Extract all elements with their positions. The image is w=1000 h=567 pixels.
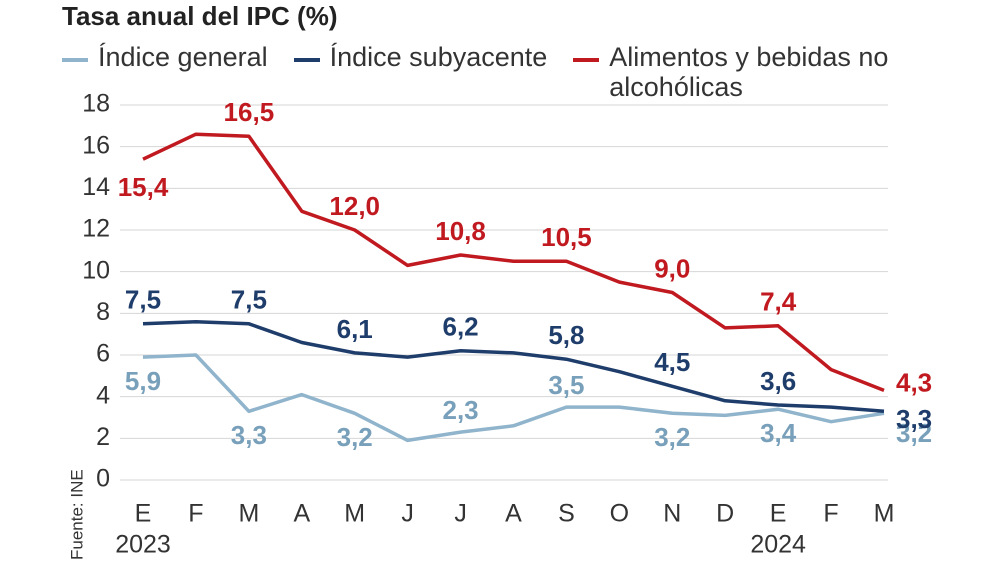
series-line	[142, 353, 885, 443]
x-tick-label: E	[770, 500, 787, 528]
x-tick-label: F	[188, 500, 203, 528]
x-tick-label: E	[135, 500, 152, 528]
value-label: 5,8	[548, 320, 584, 350]
value-label: 10,5	[541, 222, 592, 252]
value-label: 5,9	[125, 366, 161, 396]
y-tick-label: 16	[82, 131, 110, 159]
x-tick-label: M	[344, 500, 365, 528]
x-tick-label: N	[663, 500, 681, 528]
year-label: 2023	[115, 531, 171, 559]
value-label: 3,2	[896, 418, 932, 448]
legend: Índice general Índice subyacente Alimentos…	[62, 42, 935, 102]
legend-label: Índice general	[98, 42, 268, 72]
value-label: 16,5	[224, 97, 275, 127]
value-label: 7,5	[125, 285, 161, 315]
x-tick-label: A	[505, 500, 522, 528]
legend-swatch	[573, 58, 600, 62]
value-label: 3,3	[896, 404, 932, 434]
x-tick-label: S	[558, 500, 575, 528]
y-tick-label: 6	[96, 340, 110, 368]
legend-swatch	[62, 58, 88, 62]
value-label: 3,6	[760, 366, 796, 396]
y-tick-label: 18	[82, 90, 110, 118]
x-tick-label: O	[610, 500, 629, 528]
legend-item: Índice general	[62, 42, 268, 102]
value-label: 3,5	[548, 370, 584, 400]
value-label: 9,0	[654, 253, 690, 283]
value-label: 3,3	[231, 420, 267, 450]
value-label: 4,5	[654, 347, 690, 377]
legend-swatch	[293, 58, 320, 62]
series-line	[142, 132, 885, 393]
value-label: 3,2	[654, 422, 690, 452]
legend-label: Índice subyacente	[329, 42, 548, 72]
x-tick-label: F	[823, 500, 838, 528]
series-line	[142, 319, 885, 414]
x-tick-label: D	[716, 500, 734, 528]
value-label: 15,4	[118, 172, 169, 202]
chart-title: Tasa anual del IPC (%)	[62, 1, 337, 31]
legend-item: Índice subyacente	[293, 42, 548, 102]
y-tick-label: 8	[96, 298, 110, 326]
x-tick-label: M	[238, 500, 259, 528]
y-tick-label: 12	[82, 215, 110, 243]
y-tick-label: 4	[96, 381, 110, 409]
x-tick-label: J	[401, 500, 414, 528]
value-label: 10,8	[435, 216, 486, 246]
value-label: 7,4	[760, 287, 797, 317]
y-tick-label: 2	[96, 423, 110, 451]
year-label: 2024	[750, 531, 806, 559]
x-tick-label: A	[293, 500, 310, 528]
y-tick-label: 14	[82, 173, 110, 201]
y-tick-label: 10	[82, 256, 110, 284]
x-tick-label: M	[874, 500, 895, 528]
value-label: 4,3	[896, 367, 932, 397]
y-tick-label: 0	[96, 465, 110, 493]
source: Fuente: INE	[67, 469, 86, 560]
legend-item: Alimentos y bebidas no alcohólicas	[573, 42, 909, 102]
x-tick-label: J	[454, 500, 467, 528]
value-label: 3,4	[760, 418, 797, 448]
value-label: 2,3	[442, 395, 478, 425]
value-label: 12,0	[329, 191, 380, 221]
value-label: 3,2	[337, 422, 373, 452]
value-label: 6,2	[442, 312, 478, 342]
value-label: 7,5	[231, 285, 267, 315]
value-label: 6,1	[337, 314, 373, 344]
legend-label: Alimentos y bebidas no alcohólicas	[609, 42, 889, 102]
